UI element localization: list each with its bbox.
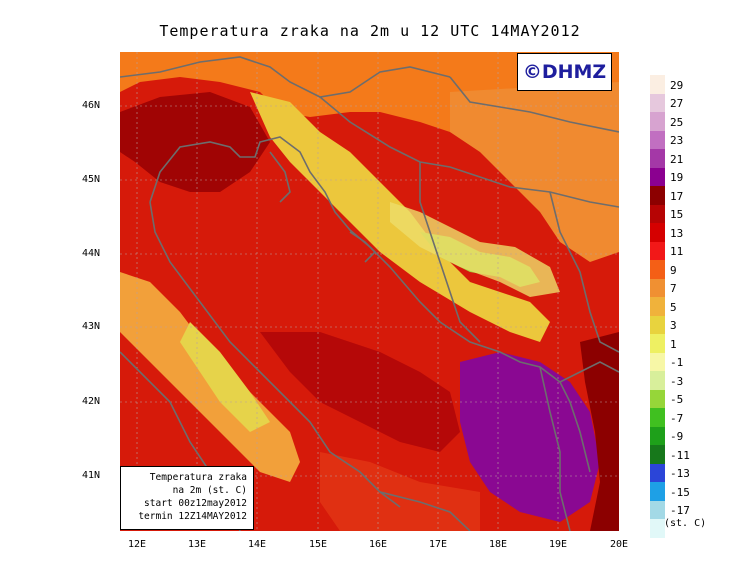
lat-label: 44N <box>82 248 101 259</box>
legend-swatch <box>650 149 665 168</box>
map-info-box: Temperatura zraka na 2m (st. C) start 00… <box>120 466 254 530</box>
legend-label: 23 <box>670 134 684 147</box>
lon-label: 14E <box>247 539 267 550</box>
legend-swatch <box>650 204 665 223</box>
lon-label: 12E <box>127 539 147 550</box>
legend-swatch <box>650 186 665 205</box>
legend-label: -5 <box>670 393 684 406</box>
legend-swatch <box>650 130 665 149</box>
legend-label: 9 <box>670 263 677 277</box>
legend-label: 7 <box>670 282 677 295</box>
legend-label: 15 <box>670 208 684 221</box>
legend-swatch <box>650 519 665 538</box>
map-title: Temperatura zraka na 2m u 12 UTC 14MAY20… <box>159 22 581 40</box>
zone-se-darkred <box>580 332 619 531</box>
lat-label: 41N <box>82 470 101 481</box>
legend-label: -1 <box>670 356 684 369</box>
legend-swatch <box>650 445 665 464</box>
legend-label: -7 <box>670 411 684 425</box>
legend-swatch <box>650 389 665 408</box>
lat-label: 46N <box>82 100 101 111</box>
lon-label: 18E <box>488 539 508 550</box>
legend-label: 11 <box>670 245 684 258</box>
legend-swatch <box>650 408 665 427</box>
legend-label: 5 <box>670 300 677 314</box>
legend-unit: (st. C) <box>664 518 707 529</box>
zone-se-purple <box>460 352 600 522</box>
legend-label: -11 <box>670 448 690 462</box>
graticule <box>120 52 619 531</box>
legend-label: 21 <box>670 152 684 166</box>
legend-label: 3 <box>670 319 677 332</box>
legend-swatch <box>650 482 665 501</box>
legend-label: 1 <box>670 337 677 351</box>
temperature-map <box>120 52 619 531</box>
lat-label: 43N <box>82 321 101 332</box>
legend-swatch <box>650 426 665 445</box>
legend-swatch <box>650 112 665 131</box>
zone-ne-orange <box>450 82 619 262</box>
legend-label: -17 <box>670 504 690 517</box>
legend-swatch <box>650 352 665 371</box>
legend-label: -9 <box>670 430 684 443</box>
legend-label: -13 <box>670 467 690 480</box>
dhmz-logo: ©DHMZ <box>517 53 612 91</box>
lon-label: 19E <box>548 539 568 550</box>
info-line-2: na 2m (st. C) <box>172 485 247 496</box>
lon-label: 15E <box>308 539 328 550</box>
info-line-1: Temperatura zraka <box>149 472 247 483</box>
zone-italy-yellow <box>180 322 270 432</box>
legend-label: -15 <box>670 485 690 499</box>
legend-swatch <box>650 500 665 519</box>
legend-swatch <box>650 167 665 186</box>
legend-label: -3 <box>670 374 684 388</box>
legend-label: 25 <box>670 115 684 129</box>
legend-label: 29 <box>670 78 684 92</box>
coastlines <box>120 56 619 531</box>
legend-swatch <box>650 334 665 353</box>
legend-swatch <box>650 278 665 297</box>
zone-nw-dark <box>120 92 270 192</box>
info-line-3: start 00z12may2012 <box>144 498 247 509</box>
legend-label: 13 <box>670 226 684 240</box>
legend-swatch <box>650 260 665 279</box>
lon-label: 16E <box>368 539 388 550</box>
legend-swatch <box>650 223 665 242</box>
legend-swatch <box>650 463 665 482</box>
lon-label: 17E <box>428 539 448 550</box>
zone-light-yellow <box>390 202 560 297</box>
legend-swatch <box>650 371 665 390</box>
legend-swatch <box>650 93 665 112</box>
legend-swatch <box>650 241 665 260</box>
legend-label: 19 <box>670 171 684 184</box>
lon-label: 20E <box>609 539 629 550</box>
legend-swatch <box>650 297 665 316</box>
lon-label: 13E <box>187 539 207 550</box>
legend-swatch <box>650 75 665 94</box>
info-line-4: termin 12Z14MAY2012 <box>138 511 247 522</box>
legend-label: 17 <box>670 189 684 203</box>
lat-label: 45N <box>82 174 101 185</box>
legend-swatch <box>650 315 665 334</box>
legend-label: 27 <box>670 97 684 110</box>
zone-adriatic-dark <box>260 332 460 452</box>
lat-label: 42N <box>82 396 101 407</box>
